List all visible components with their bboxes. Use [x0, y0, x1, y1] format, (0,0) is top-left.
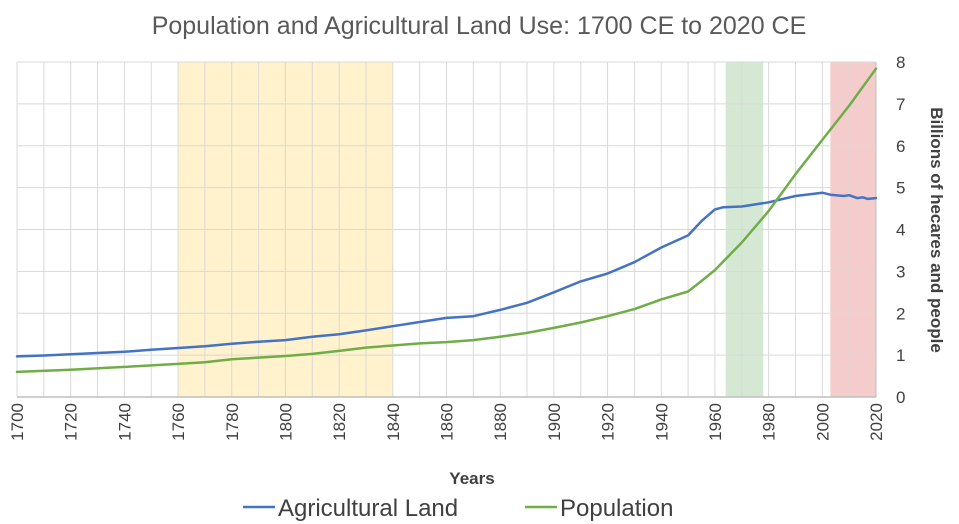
y-tick-label: 5	[896, 179, 905, 198]
y-tick-label: 0	[896, 388, 905, 407]
y-tick-label: 1	[896, 346, 905, 365]
x-tick-label: 1780	[223, 403, 242, 441]
x-tick-label: 1920	[599, 403, 618, 441]
y-tick-label: 7	[896, 95, 905, 114]
x-tick-label: 1760	[169, 403, 188, 441]
legend-label-population: Population	[560, 495, 673, 522]
x-tick-label: 1860	[438, 403, 457, 441]
legend: Agricultural Land Population	[243, 495, 673, 522]
x-tick-label: 1700	[8, 403, 27, 441]
y-tick-label: 4	[896, 221, 905, 240]
gridlines	[16, 61, 877, 398]
y-tick-label: 8	[896, 53, 905, 72]
x-tick-label: 1980	[760, 403, 779, 441]
axes	[17, 62, 877, 398]
x-tick-label: 1820	[330, 403, 349, 441]
chart-title: Population and Agricultural Land Use: 17…	[152, 12, 807, 40]
x-tick-label: 2000	[813, 403, 832, 441]
x-tick-label: 1880	[491, 403, 510, 441]
x-axis-title: Years	[449, 469, 494, 488]
series-lines	[15, 67, 878, 374]
x-tick-labels: 1700 1720 1740 1760 1780 1800 1820 1840 1860 1880…	[8, 403, 886, 441]
series-line-population	[15, 67, 878, 374]
series-line-agricultural-land	[15, 191, 878, 358]
x-tick-label: 1840	[384, 403, 403, 441]
x-tick-label: 1960	[706, 403, 725, 441]
legend-label-agricultural-land: Agricultural Land	[278, 495, 458, 522]
x-tick-label: 1800	[276, 403, 295, 441]
x-tick-label: 1900	[545, 403, 564, 441]
x-tick-label: 1740	[115, 403, 134, 441]
y-tick-label: 3	[896, 262, 905, 281]
x-tick-label: 2020	[867, 403, 886, 441]
y-tick-label: 2	[896, 304, 905, 323]
y-tick-label: 6	[896, 137, 905, 156]
x-tick-label: 1720	[62, 403, 81, 441]
x-tick-label: 1940	[652, 403, 671, 441]
y-axis-title: Billions of hecares and people	[927, 107, 946, 353]
y-tick-labels: 0 1 2 3 4 5 6 7 8	[896, 53, 905, 407]
